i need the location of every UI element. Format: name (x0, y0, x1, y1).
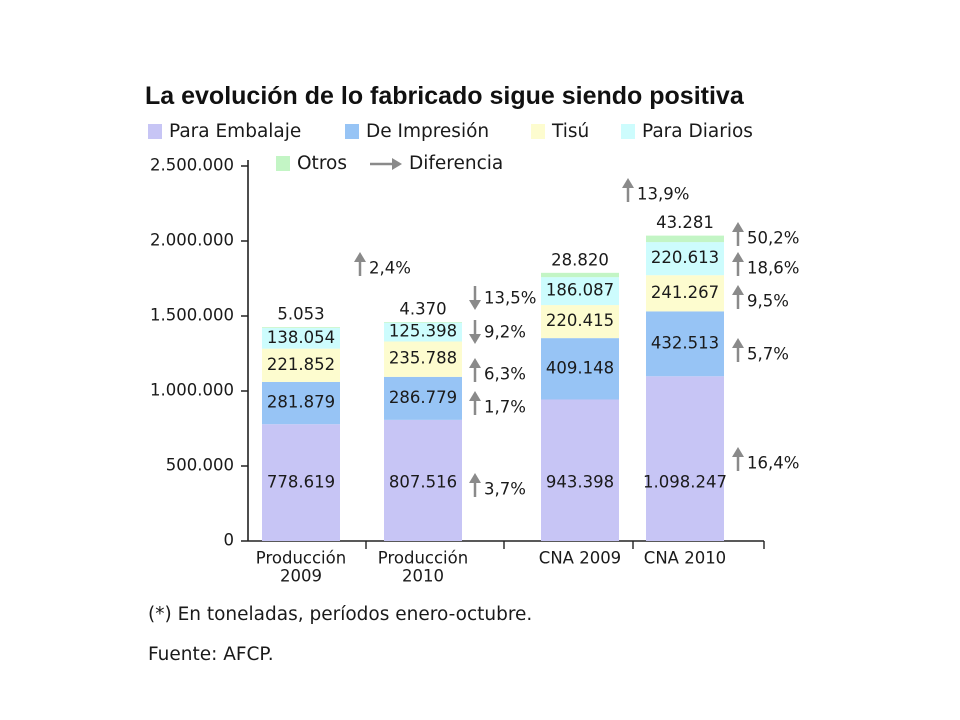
bar-segment (384, 376, 462, 420)
bar-segment (262, 381, 340, 425)
data-label: 138.054 (267, 328, 335, 347)
y-tick-label: 500.000 (166, 456, 234, 475)
difference-arrow-head (469, 358, 481, 368)
data-label: 220.613 (651, 248, 719, 267)
y-tick-label: 1.000.000 (150, 381, 234, 400)
x-category-label: 2010 (402, 567, 444, 586)
x-category-label: Producción (256, 549, 346, 568)
x-category-label: CNA 2010 (644, 549, 726, 568)
data-label: 125.398 (389, 322, 457, 341)
bar-segment (384, 322, 462, 323)
legend-swatch (531, 124, 545, 139)
data-label: 943.398 (546, 473, 614, 492)
bar-segment (262, 424, 340, 541)
data-label: 235.788 (389, 349, 457, 368)
source-note: Fuente: AFCP. (148, 644, 274, 665)
bar-segment (262, 327, 340, 328)
bar-segment (384, 419, 462, 541)
difference-arrow-head (469, 473, 481, 483)
legend-entry: De Impresión (366, 121, 489, 142)
bar-segment (646, 242, 724, 276)
data-label: 220.415 (546, 311, 614, 330)
difference-label: 16,4% (747, 454, 799, 473)
bar-segment (541, 305, 619, 339)
difference-label: 9,5% (747, 292, 789, 311)
legend-entry: Para Embalaje (169, 121, 301, 142)
data-label: 5.053 (277, 305, 324, 324)
bar-segment (541, 399, 619, 541)
x-category-label: 2009 (280, 567, 322, 586)
legend-entry: Tisú (551, 121, 589, 142)
difference-label: 5,7% (747, 345, 789, 364)
bar-segment (262, 327, 340, 349)
bar-segment (541, 277, 619, 306)
difference-label: 13,9% (637, 185, 689, 204)
difference-arrow-head (732, 222, 744, 232)
difference-arrow-head (732, 447, 744, 457)
bar-segment (646, 376, 724, 541)
legend-swatch (148, 124, 162, 139)
data-label: 286.779 (389, 388, 457, 407)
difference-label: 2,4% (369, 259, 411, 278)
legend-swatch (345, 124, 359, 139)
y-tick-label: 2.000.000 (150, 231, 234, 250)
legend-arrow-head (392, 158, 402, 170)
difference-label: 18,6% (747, 259, 799, 278)
x-category-label: Producción (378, 549, 468, 568)
difference-arrow-head (469, 391, 481, 401)
data-label: 4.370 (399, 300, 446, 319)
legend-entry: Diferencia (409, 153, 503, 174)
legend-entry: Para Diarios (642, 121, 753, 142)
difference-arrow-head (732, 338, 744, 348)
data-label: 281.879 (267, 393, 335, 412)
difference-label: 3,7% (484, 480, 526, 499)
x-category-label: CNA 2009 (539, 549, 621, 568)
legend-swatch (621, 124, 635, 139)
data-label: 409.148 (546, 358, 614, 377)
bar-segment (541, 338, 619, 400)
y-tick-label: 0 (224, 531, 235, 550)
legend-entry: Otros (297, 153, 347, 174)
bar-segment (646, 311, 724, 377)
chart-title: La evolución de lo fabricado sigue siend… (145, 82, 744, 110)
data-label: 43.281 (656, 213, 714, 232)
data-label: 1.098.247 (643, 473, 727, 492)
difference-arrow-head (732, 252, 744, 262)
y-tick-label: 2.500.000 (150, 156, 234, 175)
data-label: 186.087 (546, 281, 614, 300)
difference-label: 1,7% (484, 398, 526, 417)
bar-segment (646, 275, 724, 312)
data-label: 221.852 (267, 355, 335, 374)
bar-segment (646, 235, 724, 243)
footnote: (*) En toneladas, períodos enero-octubre… (148, 604, 533, 625)
bar-segment (541, 272, 619, 278)
bar-segment (384, 341, 462, 377)
legend-swatch (276, 156, 290, 171)
data-label: 807.516 (389, 473, 457, 492)
bar-segment (262, 348, 340, 382)
data-label: 778.619 (267, 473, 335, 492)
difference-arrow-head (622, 178, 634, 188)
y-tick-label: 1.500.000 (150, 306, 234, 325)
difference-label: 50,2% (747, 229, 799, 248)
data-label: 432.513 (651, 333, 719, 352)
data-label: 241.267 (651, 283, 719, 302)
difference-arrow-head (732, 285, 744, 295)
bar-segment (384, 322, 462, 342)
difference-label: 13,5% (484, 289, 536, 308)
difference-arrow-head (469, 334, 481, 344)
difference-arrow-head (469, 300, 481, 310)
data-label: 28.820 (551, 250, 609, 269)
difference-label: 6,3% (484, 365, 526, 384)
difference-arrow-head (354, 252, 366, 262)
difference-label: 9,2% (484, 323, 526, 342)
